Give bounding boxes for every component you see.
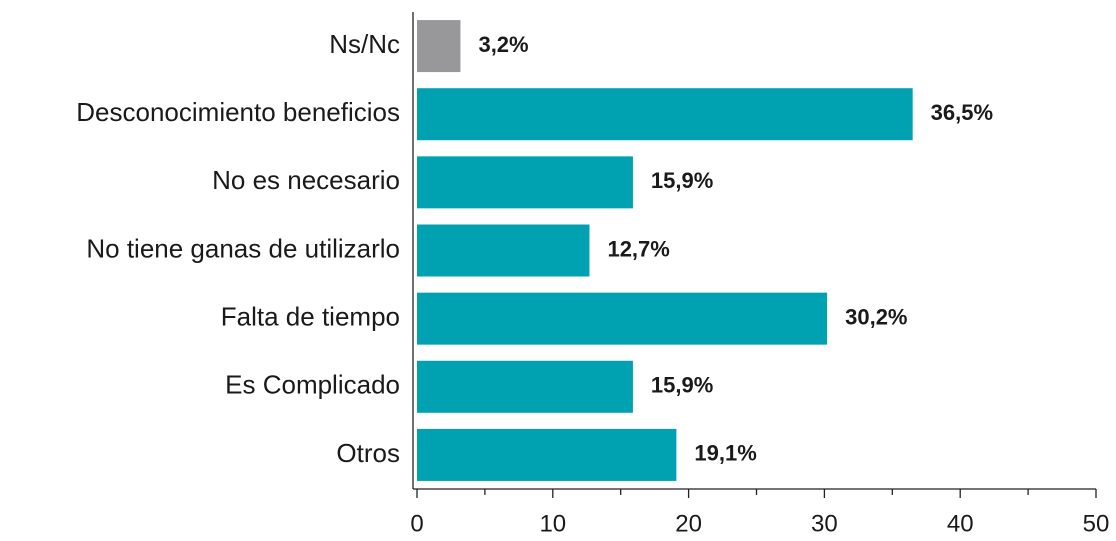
value-label: 12,7% (607, 236, 669, 261)
value-label: 19,1% (694, 441, 756, 466)
bar (417, 224, 590, 277)
y-tick-label: Desconocimiento beneficios (76, 97, 400, 127)
y-tick-label: Falta de tiempo (221, 302, 400, 332)
y-tick-label: Otros (336, 438, 400, 468)
bar (417, 428, 677, 481)
x-tick-label: 30 (811, 510, 838, 537)
value-label: 36,5% (931, 100, 993, 125)
bar (417, 292, 828, 345)
value-label: 15,9% (651, 373, 713, 398)
bar (417, 88, 913, 141)
x-tick-label: 10 (539, 510, 566, 537)
value-label: 15,9% (651, 168, 713, 193)
value-label: 30,2% (845, 304, 907, 329)
bar (417, 156, 633, 209)
x-tick-label: 40 (947, 510, 974, 537)
value-label: 3,2% (478, 32, 528, 57)
x-tick-label: 20 (675, 510, 702, 537)
x-tick-label: 50 (1083, 510, 1110, 537)
x-tick-label: 0 (410, 510, 423, 537)
y-tick-label: No tiene ganas de utilizarlo (86, 233, 400, 263)
y-tick-label: Ns/Nc (329, 29, 400, 59)
y-tick-label: Es Complicado (225, 370, 400, 400)
bar (417, 360, 633, 413)
y-tick-label: No es necesario (212, 165, 400, 195)
bar (417, 20, 461, 73)
